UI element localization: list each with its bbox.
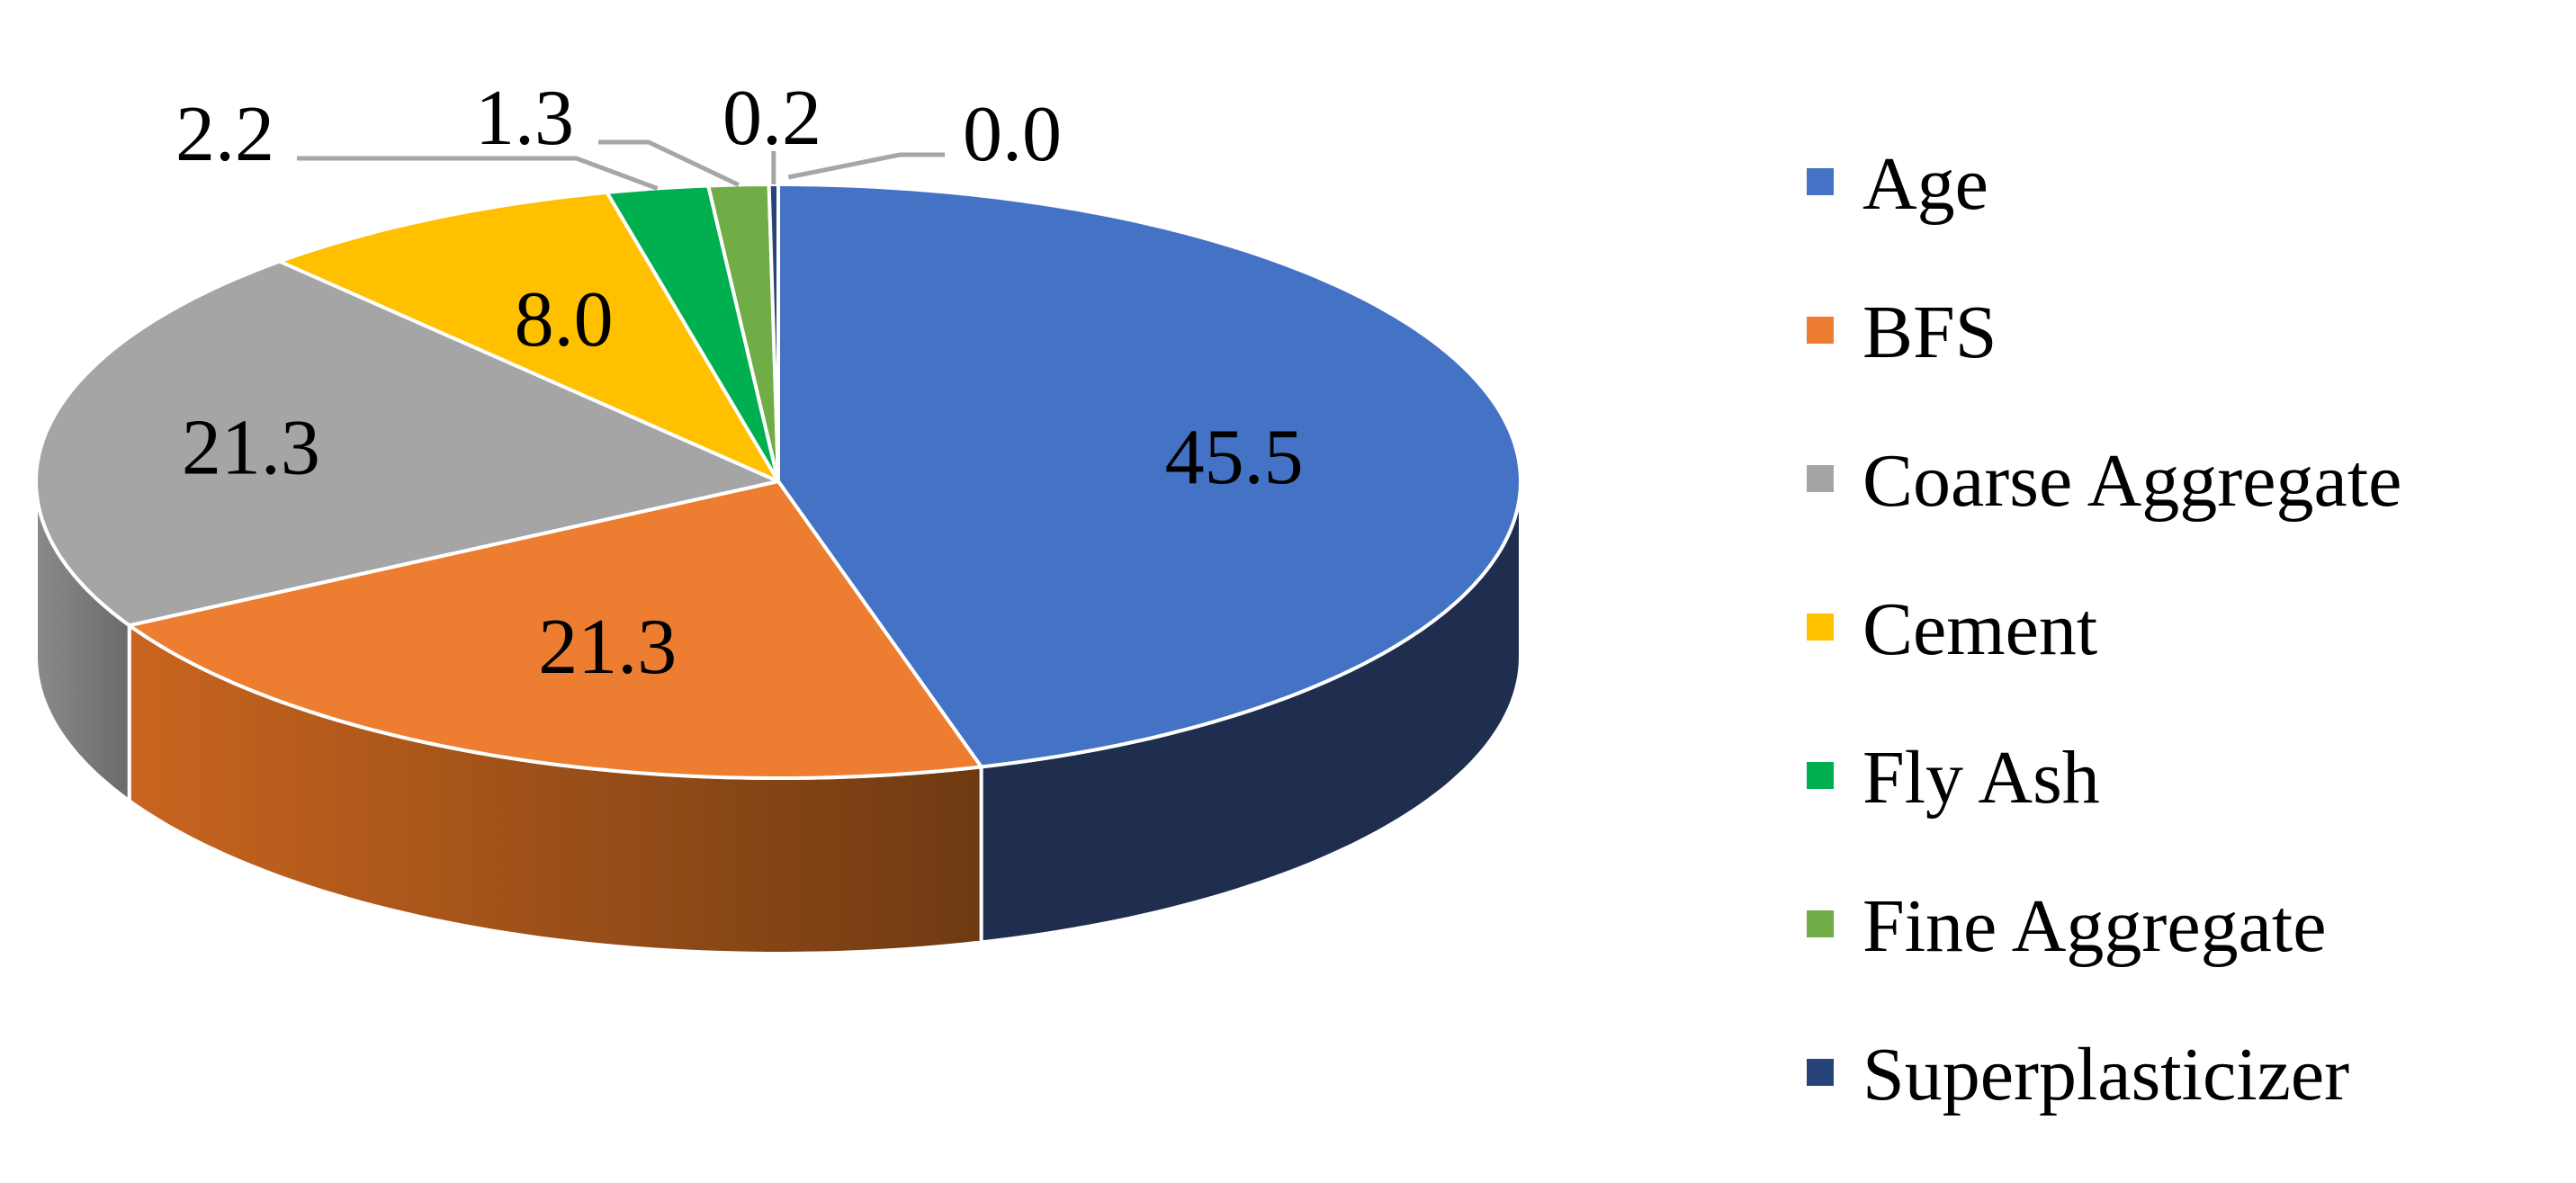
legend-item-fine-aggregate: Fine Aggregate <box>1807 884 2327 968</box>
legend-item-cement: Cement <box>1807 587 2097 671</box>
legend-swatch-bfs <box>1807 317 1834 344</box>
legend-item-age: Age <box>1807 142 1988 226</box>
legend-label-fine-aggregate: Fine Aggregate <box>1862 884 2327 968</box>
data-label-age: 45.5 <box>1165 414 1304 501</box>
legend-swatch-age <box>1807 168 1834 195</box>
legend: Age BFS Coarse Aggregate Cement Fly Ash Fine … <box>1807 142 2401 1116</box>
legend-item-fly-ash: Fly Ash <box>1807 736 2100 820</box>
data-label-fine-aggregate: 1.3 <box>475 75 574 162</box>
legend-swatch-cement <box>1807 614 1834 641</box>
legend-swatch-fine-aggregate <box>1807 910 1834 937</box>
pie-slices <box>34 183 1522 780</box>
legend-swatch-coarse-aggregate <box>1807 465 1834 492</box>
data-labels: 45.5 21.3 21.3 8.0 2.2 1.3 0.2 0.0 <box>175 75 1304 691</box>
leader-line-fine-aggregate <box>598 139 740 187</box>
legend-item-coarse-aggregate: Coarse Aggregate <box>1807 439 2401 523</box>
legend-item-bfs: BFS <box>1807 291 1997 374</box>
legend-label-fly-ash: Fly Ash <box>1862 736 2100 820</box>
leader-lines <box>297 139 945 191</box>
legend-swatch-superplasticizer <box>1807 1059 1834 1086</box>
slice-age <box>776 183 1522 769</box>
legend-label-cement: Cement <box>1862 587 2097 671</box>
leader-line-zero <box>787 152 945 180</box>
data-label-zero: 0.0 <box>963 91 1062 178</box>
slice-bfs <box>127 479 983 780</box>
data-label-superplasticizer: 0.2 <box>723 75 821 162</box>
data-label-fly-ash: 2.2 <box>175 91 274 178</box>
leader-line-fly-ash <box>297 156 659 191</box>
legend-label-bfs: BFS <box>1862 291 1997 374</box>
legend-label-coarse-aggregate: Coarse Aggregate <box>1862 439 2401 523</box>
legend-swatch-fly-ash <box>1807 762 1834 789</box>
legend-label-superplasticizer: Superplasticizer <box>1862 1033 2349 1116</box>
data-label-coarse-aggregate: 21.3 <box>182 404 320 491</box>
slice-cement <box>277 190 780 483</box>
slice-coarse-aggregate <box>34 259 780 628</box>
legend-label-age: Age <box>1862 142 1988 226</box>
data-label-cement: 8.0 <box>515 276 614 363</box>
legend-item-superplasticizer: Superplasticizer <box>1807 1033 2349 1116</box>
data-label-bfs: 21.3 <box>538 604 677 691</box>
